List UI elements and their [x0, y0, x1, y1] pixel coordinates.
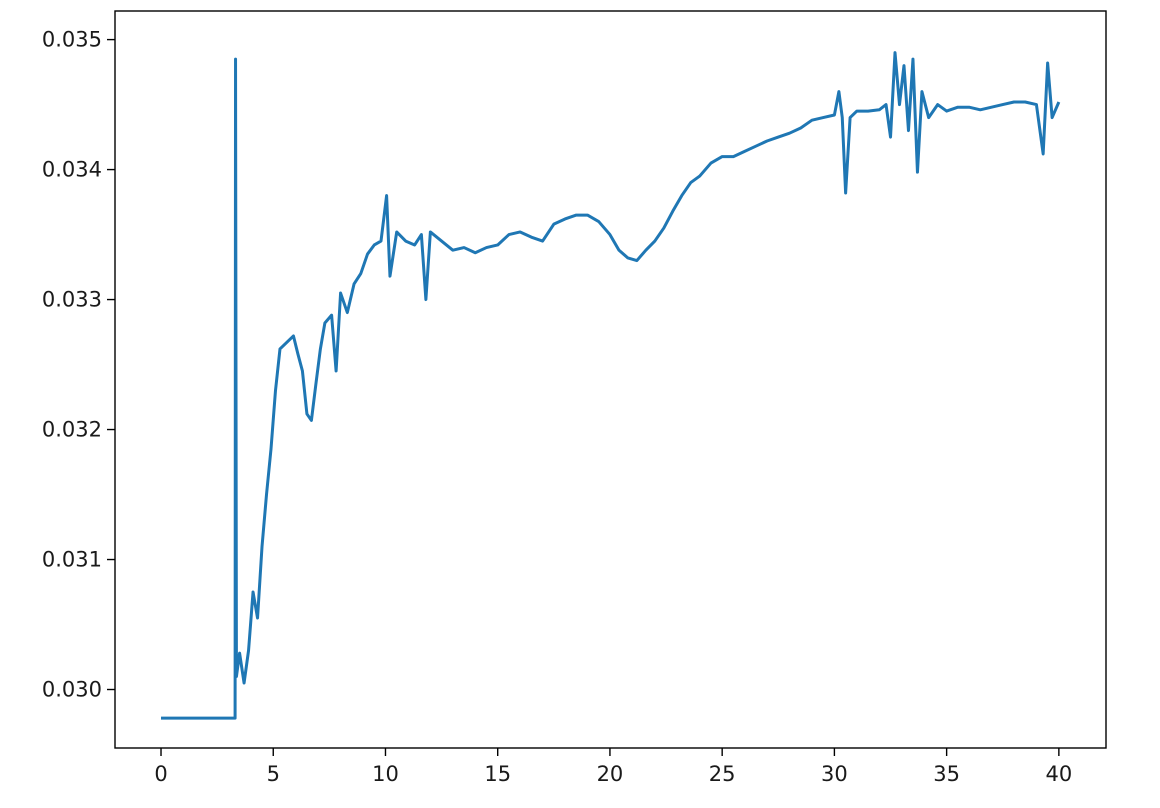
x-axis-ticks: 0 5 10 15 20 25 30 35 40 — [154, 748, 1072, 786]
y-tick-label: 0.032 — [42, 418, 102, 442]
x-tick-label: 0 — [154, 762, 167, 786]
y-tick-label: 0.031 — [42, 548, 102, 572]
plot-frame — [114, 10, 1107, 749]
y-tick-label: 0.033 — [42, 288, 102, 312]
series-line-1 — [161, 51, 1061, 720]
x-tick-label: 10 — [372, 762, 399, 786]
x-tick-label: 5 — [267, 762, 280, 786]
y-tick-label: 0.034 — [42, 158, 102, 182]
y-tick-label: 0.030 — [42, 678, 102, 702]
x-tick-label: 35 — [933, 762, 960, 786]
x-tick-label: 30 — [821, 762, 848, 786]
x-tick-label: 25 — [709, 762, 736, 786]
x-tick-label: 20 — [597, 762, 624, 786]
plot-layer — [161, 51, 1061, 720]
x-tick-label: 40 — [1045, 762, 1072, 786]
y-axis-ticks: 0.030 0.031 0.032 0.033 0.034 0.035 — [42, 28, 115, 702]
y-tick-label: 0.035 — [42, 28, 102, 52]
x-tick-label: 15 — [484, 762, 511, 786]
